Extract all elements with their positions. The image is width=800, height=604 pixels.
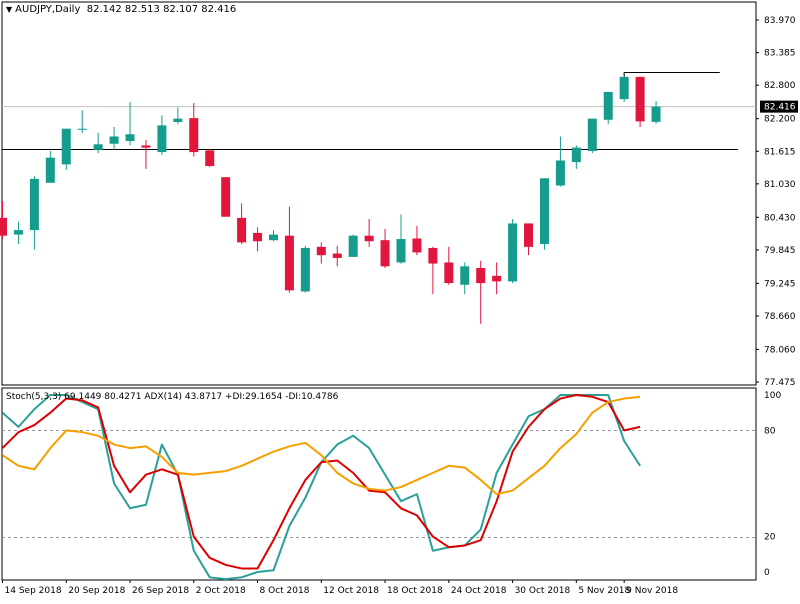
candle-body bbox=[539, 178, 549, 245]
current-price-marker bbox=[760, 100, 798, 113]
oscillator-frame bbox=[1, 387, 757, 581]
candle-body bbox=[205, 150, 215, 167]
main-chart-frame bbox=[1, 1, 757, 386]
price-axis-label: 78.660 bbox=[764, 312, 796, 322]
candle-body bbox=[0, 217, 7, 236]
candle-body bbox=[93, 144, 103, 150]
candle-body bbox=[141, 145, 151, 148]
price-axis-label: 79.245 bbox=[764, 279, 796, 289]
resistance-segment bbox=[623, 72, 720, 79]
candle-body bbox=[508, 223, 518, 282]
candle-body bbox=[396, 239, 406, 263]
time-axis-label: 5 Nov 2018 bbox=[578, 586, 630, 596]
time-axis-label: 20 Sep 2018 bbox=[68, 586, 125, 596]
candle-body bbox=[268, 234, 278, 241]
price-axis-label: 78.060 bbox=[764, 345, 796, 355]
candle-body bbox=[444, 262, 454, 284]
price-axis-label: 83.385 bbox=[764, 49, 796, 59]
candle-body bbox=[45, 157, 55, 183]
candle-body bbox=[237, 217, 247, 243]
time-axis-label: 8 Oct 2018 bbox=[260, 586, 310, 596]
price-axis-label: 81.030 bbox=[764, 180, 796, 190]
time-axis-label: 14 Sep 2018 bbox=[5, 586, 62, 596]
candle-body bbox=[619, 76, 629, 100]
candle-body bbox=[253, 232, 263, 242]
candle-body bbox=[587, 118, 597, 151]
dropdown-triangle-icon[interactable]: ▼ bbox=[6, 5, 13, 14]
candle-body bbox=[492, 275, 502, 282]
candle-body bbox=[61, 128, 71, 165]
price-axis-label: 83.970 bbox=[764, 16, 796, 26]
price-axis-label: 77.475 bbox=[764, 378, 796, 388]
candle-body bbox=[348, 235, 358, 257]
candle-body bbox=[476, 268, 486, 284]
series-line-stoch-signal bbox=[1, 394, 641, 570]
price-axis-label: 81.615 bbox=[764, 147, 796, 157]
time-axis-label: 2 Oct 2018 bbox=[196, 586, 246, 596]
candle-body bbox=[125, 134, 135, 141]
oscillator-axis-label: 80 bbox=[764, 426, 776, 436]
candle-body bbox=[189, 118, 199, 153]
candle-body bbox=[300, 247, 310, 292]
candle-body bbox=[77, 128, 87, 130]
candle-body bbox=[555, 160, 565, 186]
time-axis-label: 9 Nov 2018 bbox=[626, 586, 678, 596]
oscillator-axis-label: 100 bbox=[764, 391, 781, 401]
candle-body bbox=[284, 235, 294, 291]
candle-body bbox=[460, 266, 470, 285]
candle-body bbox=[428, 247, 438, 264]
oscillator-axis-label: 0 bbox=[764, 568, 770, 578]
candle-body bbox=[221, 177, 231, 217]
candle-body bbox=[29, 178, 39, 231]
candle-body bbox=[364, 235, 374, 242]
price-axis-label: 82.200 bbox=[764, 115, 796, 125]
candle-body bbox=[316, 246, 326, 256]
candle-body bbox=[332, 253, 342, 258]
current-price-label: 82.416 bbox=[764, 103, 796, 113]
oscillator-axis-label: 20 bbox=[764, 533, 776, 543]
symbol-timeframe: AUDJPY,Daily bbox=[15, 4, 81, 15]
candle-body bbox=[380, 240, 390, 267]
candle-body bbox=[635, 76, 645, 122]
candle-body bbox=[651, 106, 661, 122]
price-axis-label: 80.430 bbox=[764, 213, 796, 223]
price-axis-label: 82.800 bbox=[764, 81, 796, 91]
candle-body bbox=[524, 223, 534, 247]
time-axis-label: 24 Oct 2018 bbox=[451, 586, 507, 596]
price-axis-label: 79.845 bbox=[764, 246, 796, 256]
time-axis-label: 30 Oct 2018 bbox=[515, 586, 571, 596]
candle-body bbox=[173, 118, 183, 122]
series-line-stoch-main bbox=[1, 394, 641, 581]
candle-body bbox=[13, 230, 23, 235]
candle-body bbox=[603, 91, 613, 120]
indicator-header: Stoch(5,3,3) 69.1449 80.4271 ADX(14) 43.… bbox=[6, 392, 339, 402]
candle-body bbox=[157, 125, 167, 153]
time-axis-label: 12 Oct 2018 bbox=[323, 586, 379, 596]
time-axis-label: 26 Sep 2018 bbox=[132, 586, 189, 596]
candle-body bbox=[412, 238, 422, 253]
candle-body bbox=[571, 147, 581, 163]
time-axis-label: 18 Oct 2018 bbox=[387, 586, 443, 596]
ohlc-values: 82.142 82.513 82.107 82.416 bbox=[86, 4, 237, 15]
series-line-adx bbox=[1, 395, 641, 496]
candle-body bbox=[109, 136, 119, 144]
chart-header: ▼ AUDJPY,Daily 82.142 82.513 82.107 82.41… bbox=[6, 4, 236, 15]
